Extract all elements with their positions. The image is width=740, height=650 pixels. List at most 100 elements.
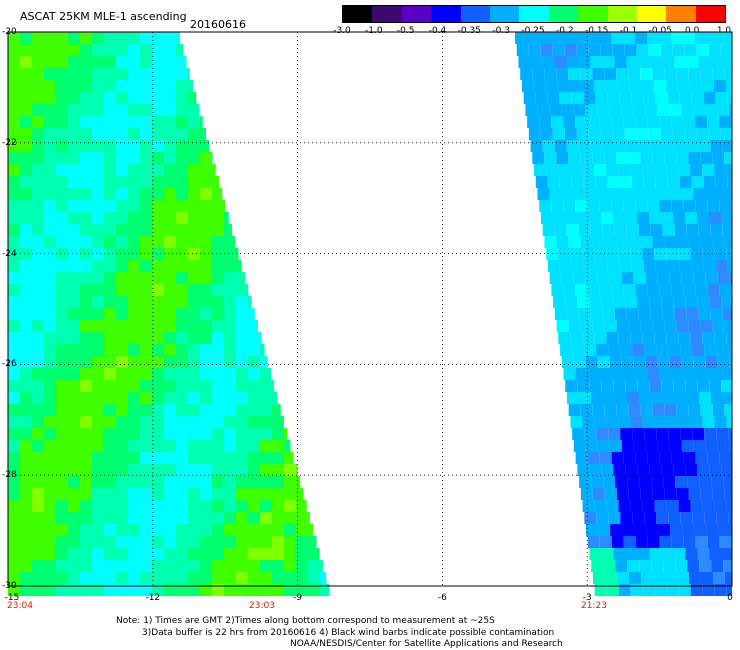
swath-cell [637, 464, 650, 476]
swath-cell [92, 212, 104, 224]
swath-cell [671, 200, 684, 212]
swath-cell [164, 284, 176, 296]
swath-cell [152, 296, 164, 308]
swath-cell [8, 104, 20, 116]
swath-cell [128, 236, 140, 248]
swath-cell [8, 272, 20, 284]
swath-cell [573, 188, 586, 200]
swath-cell [128, 380, 140, 392]
swath-cell [164, 116, 176, 128]
swath-cell [621, 356, 634, 368]
swath-cell [260, 488, 272, 500]
swath-cell [200, 548, 212, 560]
swath-cell [628, 488, 641, 500]
swath-cell [596, 512, 609, 524]
swath-cell [705, 104, 718, 116]
swath-cell [551, 200, 564, 212]
swath-cell [188, 176, 200, 188]
swath-cell [236, 416, 248, 428]
swath-cell [8, 500, 20, 512]
swath-cell [595, 92, 608, 104]
swath-cell [200, 560, 212, 572]
swath-cell [581, 80, 594, 92]
swath-cell [80, 428, 92, 440]
swath-cell [628, 236, 641, 248]
swath-cell [577, 464, 590, 476]
swath-cell [681, 440, 694, 452]
swath-cell [44, 560, 56, 572]
swath-cell [547, 92, 560, 104]
swath-cell [614, 308, 627, 320]
swath-cell [296, 584, 308, 596]
swath-cell [260, 380, 272, 392]
swath-cell [212, 536, 224, 548]
swath-cell [618, 416, 631, 428]
swath-cell [671, 536, 684, 548]
y-tick-label: -28 [2, 470, 17, 481]
swath-cell [674, 56, 687, 68]
swath-cell [80, 248, 92, 260]
swath-cell [308, 560, 320, 572]
swath-cell [620, 428, 633, 440]
swath-cell [570, 332, 583, 344]
swath-cell [32, 200, 44, 212]
swath-cell [664, 68, 677, 80]
swath-cell [152, 248, 164, 260]
swath-cell [212, 224, 224, 236]
swath-cell [248, 500, 260, 512]
swath-cell [544, 152, 557, 164]
swath-cell [563, 116, 576, 128]
swath-cell [212, 356, 224, 368]
swath-cell [664, 572, 677, 584]
swath-cell [140, 500, 152, 512]
swath-cell [605, 80, 618, 92]
x-tick-label: -15 [4, 593, 20, 603]
swath-cell [631, 260, 644, 272]
swath-cell [32, 488, 44, 500]
swath-cell [140, 440, 152, 452]
swath-cell [638, 56, 651, 68]
swath-cell [176, 284, 188, 296]
swath-cell [176, 236, 188, 248]
swath-cell [521, 80, 534, 92]
swath-cell [128, 584, 140, 596]
colorbar-segment [607, 6, 637, 22]
swath-cell [176, 380, 188, 392]
colorbar-label: -0.4 [428, 26, 447, 36]
swath-cell [582, 332, 595, 344]
swath-cell [272, 524, 284, 536]
swath-cell [296, 572, 308, 584]
swath-cell [248, 368, 260, 380]
swath-cell [140, 296, 152, 308]
swath-cell [56, 344, 68, 356]
swath-cell [140, 572, 152, 584]
swath-cell [152, 524, 164, 536]
swath-cell [643, 92, 656, 104]
swath-cell [272, 548, 284, 560]
x-tick-label: -9 [293, 593, 303, 603]
swath-cell [68, 440, 80, 452]
swath-cell [20, 320, 32, 332]
swath-cell [604, 404, 617, 416]
swath-cell [128, 452, 140, 464]
swath-cell [635, 452, 648, 464]
swath-cell [591, 560, 604, 572]
swath-cell [628, 572, 641, 584]
swath-cell [188, 236, 200, 248]
swath-cell [563, 284, 576, 296]
swath-cell [80, 440, 92, 452]
swath-cell [284, 512, 296, 524]
swath-cell [80, 464, 92, 476]
swath-cell [657, 440, 670, 452]
swath-cell [56, 536, 68, 548]
swath-cell [523, 92, 536, 104]
swath-cell [568, 68, 581, 80]
swath-cell [647, 452, 660, 464]
swath-cell [585, 356, 598, 368]
swath-cell [92, 380, 104, 392]
swath-cell [582, 416, 595, 428]
swath-cell [665, 80, 678, 92]
swath-cell [80, 572, 92, 584]
swath-cell [92, 80, 104, 92]
swath-cell [528, 44, 541, 56]
